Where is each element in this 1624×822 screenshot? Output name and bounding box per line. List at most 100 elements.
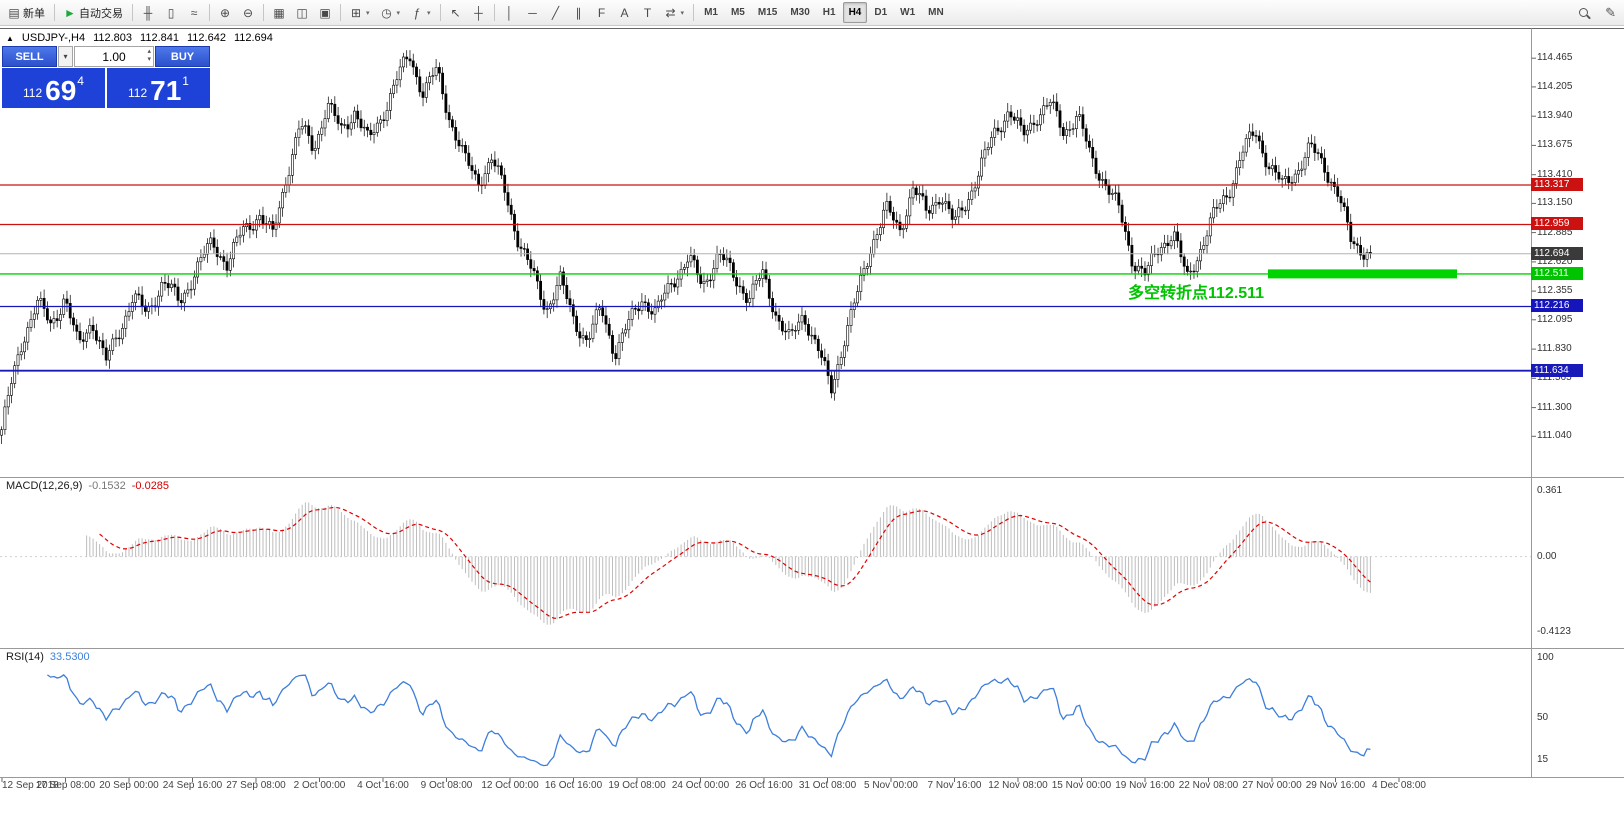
new-chart-button[interactable]: ⊞ ▾: [345, 1, 375, 25]
time-label: 4 Oct 16:00: [357, 780, 409, 791]
price-tick-label: 113.675: [1537, 139, 1573, 150]
price-tick-label: 114.205: [1537, 81, 1573, 92]
candle-body: [1045, 105, 1049, 107]
toolbar-separator: [439, 4, 441, 21]
candle-body: [379, 119, 383, 124]
candle-body: [1277, 171, 1281, 180]
channel-button[interactable]: ∥: [568, 1, 590, 25]
zoom-in-button[interactable]: ⊕: [214, 1, 236, 25]
candle-body: [999, 130, 1003, 133]
zoom-out-button[interactable]: ⊖: [237, 1, 259, 25]
candle-body: [552, 299, 556, 305]
candle-body: [1120, 204, 1124, 223]
volume-dropdown[interactable]: ▾: [58, 46, 73, 67]
candle-body: [1097, 173, 1101, 181]
fibonacci-button[interactable]: F: [591, 1, 613, 25]
crosshair-button[interactable]: ┼: [468, 1, 490, 25]
timeframe-m1-button[interactable]: M1: [704, 7, 718, 18]
candle-body: [1202, 245, 1206, 250]
sell-price-big: 69: [45, 75, 77, 106]
volume-stepper[interactable]: ▴ ▾: [147, 48, 151, 64]
candle-body: [55, 318, 59, 321]
candle-body: [1257, 135, 1261, 142]
text-button[interactable]: A: [614, 1, 636, 25]
candle-body: [1061, 127, 1065, 137]
timeframe-m30-button[interactable]: M30: [790, 7, 810, 18]
horizontal-line-button[interactable]: ─: [522, 1, 544, 25]
bar-chart-button[interactable]: ╫: [137, 1, 159, 25]
time-label: 27 Nov 00:00: [1242, 780, 1302, 791]
candle-body: [431, 75, 435, 77]
time-axis[interactable]: 12 Sep 2018 17 Sep 08:00 20 Sep 00:00 24 Se…: [0, 780, 1545, 796]
sell-price-display[interactable]: 112 69 4: [2, 68, 105, 108]
timeframe-d1-button[interactable]: D1: [874, 7, 888, 18]
timeframe-h4-button[interactable]: H4: [842, 2, 868, 23]
indicators-button[interactable]: ƒ ▾: [406, 1, 436, 25]
macd-label: MACD(12,26,9) -0.1532 -0.0285: [6, 480, 169, 492]
time-label: 27 Sep 08:00: [226, 780, 286, 791]
autotrading-button[interactable]: ► 自动交易: [59, 1, 128, 25]
candle-body: [297, 128, 301, 138]
chart-canvas[interactable]: [0, 26, 1624, 822]
candlestick-chart-button[interactable]: ▯: [160, 1, 182, 25]
rsi-axis-label: 100: [1537, 652, 1554, 663]
cascade-windows-button[interactable]: ▣: [314, 1, 336, 25]
candle-body: [483, 173, 487, 186]
candle-body: [1280, 178, 1284, 180]
candle-body: [1071, 128, 1075, 130]
candle-body: [774, 311, 778, 316]
stepper-up-icon[interactable]: ▴: [147, 48, 151, 55]
candle-body: [767, 278, 771, 299]
candle-body: [428, 76, 432, 84]
tile-windows-button[interactable]: ◫: [291, 1, 313, 25]
cascade-windows-icon: ▣: [319, 5, 331, 20]
candle-body: [1244, 138, 1248, 153]
new-order-button[interactable]: ▤ 新单: [3, 1, 50, 25]
candle-body: [366, 126, 369, 131]
turning-point-line-thick-segment[interactable]: [1268, 269, 1457, 279]
candle-body: [542, 299, 546, 310]
candle-body: [839, 357, 843, 365]
candle-body: [382, 119, 386, 122]
rsi-axis-label: 50: [1537, 712, 1549, 723]
candle-body: [1208, 217, 1212, 237]
timeframe-m5-button[interactable]: M5: [730, 7, 745, 18]
candle-body: [633, 308, 637, 310]
turning-point-annotation[interactable]: 多空转折点112.511: [1128, 285, 1265, 302]
candle-body: [127, 311, 131, 317]
candle-body: [1078, 114, 1082, 117]
edit-button[interactable]: ✎: [1600, 1, 1621, 25]
period-button[interactable]: ◷ ▾: [376, 1, 406, 25]
volume-input[interactable]: 1.00 ▴ ▾: [74, 46, 154, 67]
price-axis[interactable]: 114.465 114.205 113.940 113.675 113.410 113.1…: [1531, 26, 1624, 778]
candle-body: [950, 208, 954, 220]
timeframe-m15-button[interactable]: M15: [757, 7, 778, 18]
search-button[interactable]: [1573, 1, 1596, 25]
candle-body: [1094, 157, 1098, 174]
line-chart-button[interactable]: ≈: [183, 1, 205, 25]
buy-price-display[interactable]: 112 71 1: [107, 68, 210, 108]
arrows-button[interactable]: ⇄ ▾: [660, 1, 690, 25]
candle-body: [1235, 167, 1238, 184]
buy-button[interactable]: BUY: [155, 46, 210, 67]
trendline-button[interactable]: ╱: [545, 1, 567, 25]
collapse-triangle-icon[interactable]: ▲: [6, 33, 14, 43]
candle-body: [1163, 242, 1167, 248]
grid-button[interactable]: ▦: [268, 1, 290, 25]
sell-button[interactable]: SELL: [2, 46, 57, 67]
candle-body: [477, 173, 481, 186]
label-button[interactable]: T: [637, 1, 659, 25]
cursor-button[interactable]: ↖: [445, 1, 467, 25]
candle-body: [1293, 173, 1297, 183]
candle-body: [405, 56, 409, 60]
timeframe-w1-button[interactable]: W1: [900, 7, 916, 18]
stepper-down-icon[interactable]: ▾: [147, 56, 151, 63]
candle-body: [281, 192, 285, 209]
timeframe-h1-button[interactable]: H1: [822, 7, 836, 18]
vertical-line-button[interactable]: │: [499, 1, 521, 25]
toolbar-separator: [263, 4, 264, 21]
grid-icon: ▦: [273, 5, 285, 20]
candle-body: [160, 281, 164, 297]
candle-body: [927, 210, 931, 214]
timeframe-mn-button[interactable]: MN: [928, 7, 944, 18]
